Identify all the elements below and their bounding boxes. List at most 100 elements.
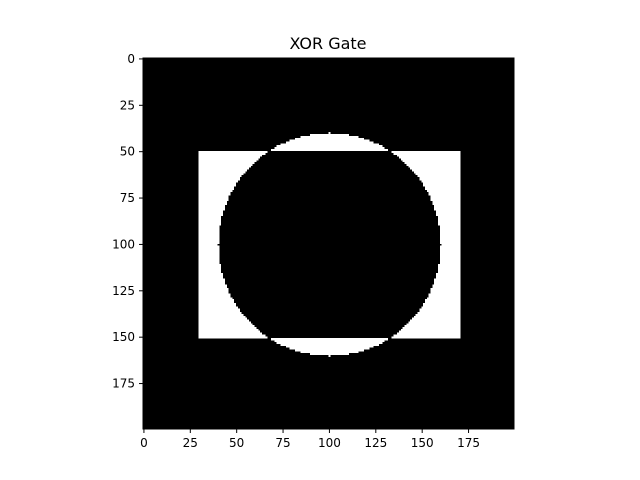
xor-pixel-run (270, 338, 389, 341)
xor-pixel-run (428, 295, 461, 298)
xor-pixel-run (408, 165, 461, 168)
x-tick-label: 50 (229, 436, 244, 450)
xor-pixel-run (198, 223, 222, 226)
xor-pixel-run (198, 236, 220, 239)
xor-pixel-run (198, 310, 240, 313)
xor-pixel-run (276, 341, 383, 344)
xor-pixel-run (198, 152, 266, 155)
xor-pixel-run (406, 163, 461, 166)
xor-pixel-run (437, 221, 461, 224)
xor-pixel-run (198, 171, 246, 174)
xor-pixel-run (198, 250, 220, 254)
xor-pixel-run (309, 134, 350, 137)
xor-pixel-run (198, 336, 268, 339)
xor-pixel-run (423, 302, 461, 306)
xor-pixel-run (328, 132, 331, 135)
xor-pixel-run (398, 330, 461, 333)
xor-pixel-run (198, 293, 231, 296)
xor-pixel-run (198, 211, 224, 215)
xor-pixel-run (309, 352, 350, 356)
xor-pixel-run (423, 182, 461, 185)
xor-pixel-run (198, 258, 220, 261)
xor-pixel-run (198, 202, 227, 205)
xor-pixel-run (426, 189, 461, 192)
xor-pixel-run (439, 245, 461, 248)
xor-pixel-run (198, 260, 220, 263)
xor-pixel-run (198, 312, 242, 315)
xor-pixel-run (198, 224, 220, 228)
xor-pixel-run (198, 276, 224, 280)
xor-pixel-run (436, 275, 461, 278)
xor-pixel-run (300, 351, 359, 354)
xor-pixel-run (432, 284, 461, 287)
xor-pixel-run (439, 254, 461, 257)
xor-pixel-run (437, 219, 461, 222)
xor-pixel-run (285, 141, 374, 144)
xor-pixel-run (426, 297, 461, 300)
xor-pixel-run (423, 184, 461, 187)
xor-pixel-run (198, 232, 220, 235)
xor-pixel-run (424, 301, 461, 304)
xor-pixel-run (439, 249, 461, 252)
y-tick-label: 50 (120, 145, 135, 159)
xor-pixel-run (198, 301, 235, 304)
xor-pixel-run (437, 269, 461, 272)
xor-pixel-run (421, 306, 461, 309)
xor-pixel-run (198, 226, 220, 229)
x-tick-label: 75 (275, 436, 290, 450)
xor-pixel-run (400, 328, 461, 331)
xor-pixel-run (198, 269, 222, 272)
xor-pixel-run (393, 152, 461, 155)
xor-pixel-run (198, 317, 248, 320)
xor-pixel-run (198, 256, 220, 259)
xor-pixel-run (437, 267, 461, 270)
xor-pixel-run (289, 139, 370, 142)
xor-pixel-run (198, 308, 240, 311)
y-tick-label: 150 (112, 330, 135, 344)
y-tick-label: 125 (112, 284, 135, 298)
xor-pixel-run (432, 286, 461, 289)
xor-pixel-run (198, 169, 248, 172)
xor-pixel-run (439, 234, 461, 237)
xor-pixel-run (413, 315, 461, 318)
xor-pixel-run (198, 262, 220, 265)
xor-pixel-run (198, 332, 263, 335)
xor-pixel-run (410, 319, 461, 322)
xor-pixel-run (430, 198, 461, 202)
xor-pixel-run (437, 263, 461, 267)
xor-pixel-run (436, 273, 461, 276)
xor-pixel-run (198, 243, 218, 246)
y-axis: 0 25 50 75 100 125 150 175 (112, 52, 143, 391)
x-tick-label: 150 (411, 436, 434, 450)
xor-pixel-run (198, 282, 225, 285)
xor-pixel-run (198, 278, 225, 281)
xor-pixel-run (437, 217, 461, 220)
xor-pixel-run (198, 325, 255, 328)
xor-pixel-run (198, 158, 259, 161)
xor-pixel-run (391, 336, 461, 339)
xor-pixel-run (417, 174, 461, 178)
xor-pixel-run (430, 289, 461, 293)
xor-pixel-run (198, 321, 251, 324)
xor-pixel-run (198, 323, 253, 326)
xor-pixel-run (439, 237, 461, 241)
x-tick-label: 175 (457, 436, 480, 450)
xor-pixel-run (198, 315, 246, 318)
xor-pixel-run (198, 286, 227, 289)
xor-pixel-run (198, 297, 233, 300)
xor-pixel-run (413, 171, 461, 174)
xor-pixel-run (402, 326, 461, 330)
xor-pixel-run (198, 263, 222, 267)
xor-pixel-run (198, 239, 220, 242)
xor-pixel-run (198, 249, 220, 252)
xor-pixel-run (198, 163, 253, 166)
plot-area (142, 57, 515, 430)
xor-pixel-run (198, 165, 251, 168)
xor-pixel-run (198, 191, 231, 194)
chart-title: XOR Gate (289, 34, 366, 53)
xor-pixel-run (439, 256, 461, 259)
xor-pixel-run (198, 217, 222, 220)
y-tick-label: 0 (127, 52, 135, 66)
xor-pixel-run (198, 160, 257, 163)
xor-pixel-run (198, 273, 224, 276)
